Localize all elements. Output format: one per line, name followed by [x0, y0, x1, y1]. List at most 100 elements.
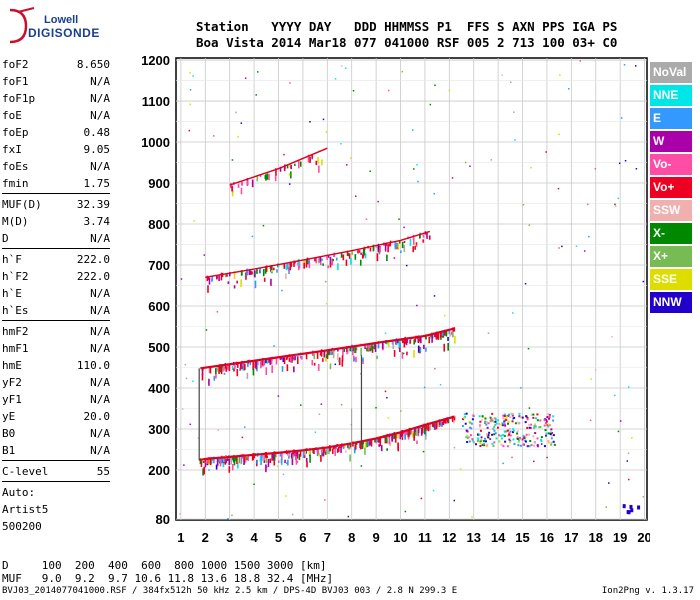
- noise-mark: [627, 452, 630, 455]
- echo-mark: [225, 366, 228, 372]
- scatter-mark: [494, 418, 497, 421]
- scatter-mark: [466, 436, 469, 439]
- noise-mark: [334, 78, 337, 80]
- echo-mark: [263, 277, 266, 282]
- echo-mark: [449, 331, 452, 337]
- param-separator: [2, 481, 110, 482]
- echo-mark: [423, 344, 425, 350]
- param-row: h`F2 222.0: [2, 268, 110, 285]
- echo-mark: [329, 363, 332, 370]
- echo-mark: [413, 429, 416, 436]
- echo-mark: [369, 439, 371, 446]
- echo-mark: [276, 269, 278, 273]
- scatter-mark: [481, 443, 484, 446]
- noise-mark: [183, 464, 185, 466]
- noise-mark: [180, 278, 183, 280]
- echo-mark: [296, 460, 299, 463]
- noise-mark: [561, 245, 563, 248]
- param-value: N/A: [90, 232, 110, 245]
- noise-mark: [413, 436, 416, 438]
- echo-mark: [309, 454, 311, 463]
- noise-mark: [487, 332, 490, 334]
- scatter-mark: [478, 415, 481, 418]
- echo-mark: [316, 449, 319, 453]
- noise-mark: [416, 164, 418, 166]
- param-value: 55: [96, 465, 110, 478]
- echo-mark: [453, 417, 456, 421]
- echo-mark: [270, 359, 273, 365]
- echo-mark: [265, 359, 267, 364]
- legend-item-ssw: SSW: [650, 200, 692, 221]
- echo-mark: [277, 460, 280, 463]
- echo-mark: [263, 453, 265, 461]
- echo-mark: [452, 330, 454, 338]
- echo-mark: [321, 159, 323, 166]
- echo-mark: [396, 340, 399, 344]
- noise-mark: [559, 74, 561, 76]
- echo-mark: [431, 335, 433, 343]
- echo-mark: [283, 167, 286, 172]
- echo-mark: [380, 445, 383, 452]
- noise-mark: [377, 200, 379, 203]
- echo-mark: [405, 429, 408, 436]
- echo-mark: [317, 157, 319, 164]
- echo-mark: [273, 453, 276, 461]
- echo-mark: [273, 267, 275, 271]
- echo-mark: [291, 355, 294, 359]
- echo-mark: [416, 440, 418, 445]
- y-tick-label: 1200: [141, 53, 170, 68]
- echo-mark: [315, 257, 318, 264]
- noise-mark: [257, 71, 259, 73]
- echo-mark: [337, 263, 339, 271]
- noise-mark: [189, 72, 191, 74]
- echo-mark: [201, 373, 204, 381]
- scatter-mark: [472, 414, 475, 417]
- echo-mark: [315, 160, 318, 166]
- echo-mark: [223, 366, 225, 371]
- echo-mark: [240, 187, 243, 195]
- scatter-mark: [540, 438, 543, 441]
- echo-mark: [259, 455, 262, 462]
- echo-mark: [308, 448, 311, 455]
- echo-mark: [268, 173, 270, 181]
- echo-mark: [324, 451, 327, 455]
- scatter-mark: [494, 417, 497, 420]
- echo-mark: [332, 259, 334, 262]
- echo-mark: [400, 250, 402, 254]
- echo-mark: [288, 173, 291, 176]
- scatter-mark: [528, 426, 531, 429]
- echo-mark: [347, 443, 349, 449]
- noise-mark: [453, 446, 456, 449]
- y-tick-label: 600: [148, 299, 170, 314]
- echo-mark: [224, 273, 227, 278]
- scatter-mark: [505, 418, 508, 421]
- echo-mark: [227, 458, 229, 461]
- noise-mark: [227, 517, 229, 520]
- noise-mark: [288, 183, 291, 185]
- echo-mark: [434, 423, 436, 430]
- echo-mark: [265, 265, 268, 272]
- trace-line: [229, 147, 328, 186]
- noise-mark: [384, 390, 387, 393]
- echo-mark: [337, 446, 340, 452]
- echo-mark: [229, 183, 232, 189]
- noise-mark: [179, 513, 181, 515]
- echo-mark: [369, 342, 371, 349]
- noise-mark: [314, 431, 317, 434]
- echo-mark: [228, 466, 231, 473]
- echo-mark: [216, 458, 219, 466]
- echo-mark: [271, 365, 273, 373]
- echo-mark: [393, 432, 396, 439]
- scatter-mark: [463, 415, 466, 418]
- echo-mark: [327, 448, 329, 455]
- param-value: 0.48: [83, 126, 111, 139]
- echo-mark: [361, 254, 364, 259]
- scatter-mark: [533, 441, 536, 444]
- echo-mark: [385, 242, 388, 246]
- noise-mark: [501, 74, 504, 76]
- noise-mark: [237, 136, 239, 138]
- echo-mark: [206, 458, 208, 464]
- echo-mark: [401, 241, 404, 249]
- param-separator: [2, 248, 110, 249]
- scatter-mark: [536, 413, 539, 416]
